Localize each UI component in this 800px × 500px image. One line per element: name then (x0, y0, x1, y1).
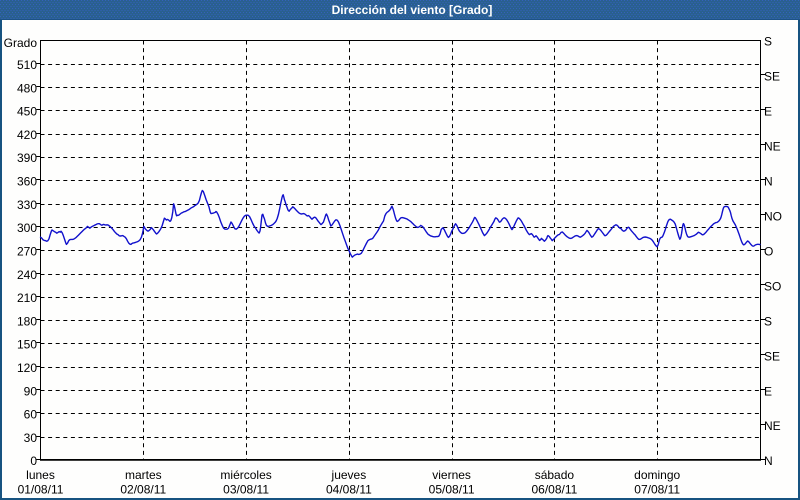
svg-text:0: 0 (30, 454, 37, 468)
svg-text:E: E (764, 105, 772, 119)
svg-text:270: 270 (17, 244, 37, 258)
svg-text:04/08/11: 04/08/11 (326, 483, 372, 497)
svg-text:Dirección del viento [Grado]: Dirección del viento [Grado] (332, 3, 493, 17)
svg-text:150: 150 (17, 338, 37, 352)
svg-text:sábado: sábado (535, 468, 575, 482)
svg-text:viernes: viernes (432, 468, 471, 482)
svg-text:jueves: jueves (331, 468, 367, 482)
svg-text:180: 180 (17, 314, 37, 328)
svg-text:E: E (764, 384, 772, 398)
svg-text:SE: SE (764, 349, 780, 363)
svg-text:360: 360 (17, 175, 37, 189)
svg-text:330: 330 (17, 198, 37, 212)
svg-text:NE: NE (764, 419, 781, 433)
svg-text:N: N (764, 454, 773, 468)
svg-text:O: O (764, 244, 773, 258)
svg-text:N: N (764, 175, 773, 189)
svg-text:NO: NO (764, 210, 782, 224)
svg-text:450: 450 (17, 105, 37, 119)
svg-text:420: 420 (17, 128, 37, 142)
svg-text:30: 30 (24, 431, 38, 445)
svg-text:60: 60 (24, 408, 38, 422)
svg-text:240: 240 (17, 268, 37, 282)
svg-text:390: 390 (17, 151, 37, 165)
svg-text:NE: NE (764, 140, 781, 154)
svg-text:90: 90 (24, 384, 38, 398)
svg-text:480: 480 (17, 81, 37, 95)
svg-text:martes: martes (125, 468, 162, 482)
svg-text:07/08/11: 07/08/11 (634, 483, 680, 497)
svg-text:miércoles: miércoles (220, 468, 271, 482)
svg-text:SE: SE (764, 70, 780, 84)
svg-text:S: S (764, 35, 772, 49)
svg-text:03/08/11: 03/08/11 (223, 483, 269, 497)
svg-text:300: 300 (17, 221, 37, 235)
svg-text:05/08/11: 05/08/11 (429, 483, 475, 497)
svg-text:510: 510 (17, 58, 37, 72)
svg-text:S: S (764, 314, 772, 328)
svg-text:02/08/11: 02/08/11 (120, 483, 166, 497)
svg-text:06/08/11: 06/08/11 (531, 483, 577, 497)
svg-text:lunes: lunes (26, 468, 55, 482)
svg-text:210: 210 (17, 291, 37, 305)
svg-text:domingo: domingo (634, 468, 680, 482)
svg-text:01/08/11: 01/08/11 (18, 483, 64, 497)
svg-text:120: 120 (17, 361, 37, 375)
svg-text:SO: SO (764, 279, 781, 293)
svg-text:Grado: Grado (4, 36, 38, 50)
